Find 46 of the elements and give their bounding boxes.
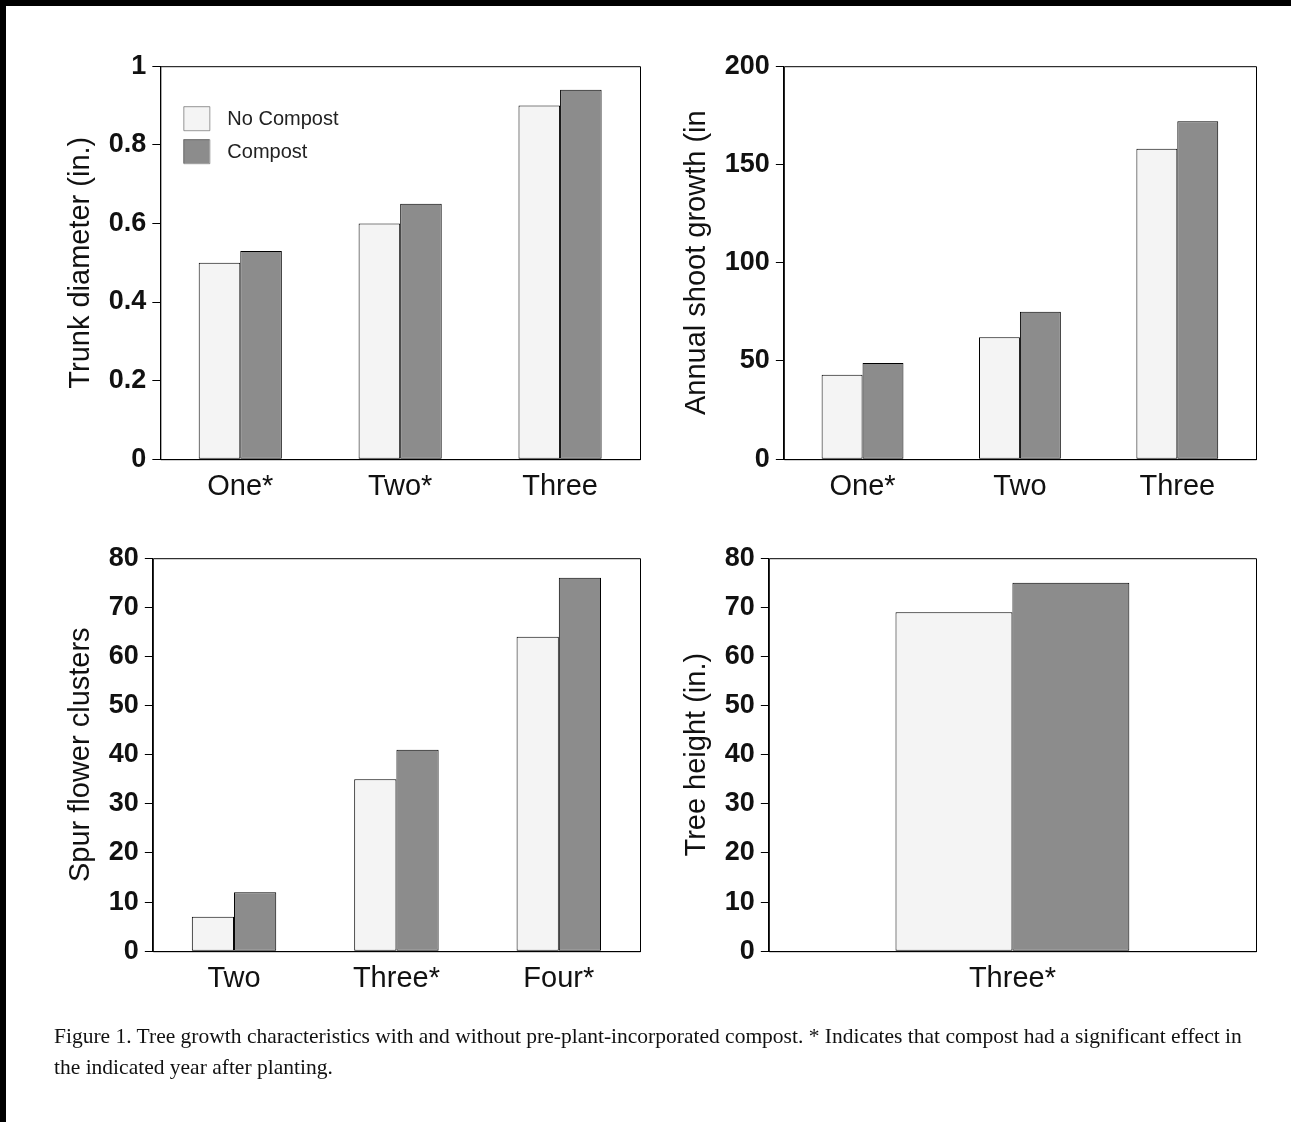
y-tick-label: 30 — [108, 787, 139, 818]
y-tick-label: 50 — [724, 689, 755, 720]
caption: Figure 1. Tree growth characteristics with and without pre-plant-incorporated compost. * Indicates that compost had a significant effect in the indicated year after planting. — [54, 1023, 1243, 1081]
y-tick-label: 80 — [108, 541, 139, 572]
y-tick-label: 50 — [739, 344, 770, 375]
y-tick-label: 1 — [131, 49, 147, 80]
y-axis-title: Annual shoot growth (in — [679, 110, 712, 416]
x-tick-label: Three* — [352, 960, 440, 993]
y-tick-label: 20 — [108, 836, 139, 867]
y-tick-label: 80 — [724, 541, 755, 572]
y-tick-label: 10 — [108, 885, 139, 916]
y-tick-label: 50 — [108, 689, 139, 720]
y-tick-label: 30 — [724, 787, 755, 818]
x-tick-label: One* — [207, 468, 274, 501]
y-tick-label: 40 — [724, 738, 755, 769]
y-tick-label: 0 — [739, 934, 755, 965]
y-tick-label: 60 — [108, 639, 139, 670]
y-tick-label: 0 — [754, 442, 770, 473]
x-tick-label: Two — [207, 960, 261, 993]
x-tick-label: Four* — [523, 960, 595, 993]
x-tick-label: Two* — [367, 468, 433, 501]
y-tick-label: 0.8 — [108, 128, 147, 159]
y-tick-label: 200 — [724, 49, 770, 80]
y-tick-label: 70 — [108, 590, 139, 621]
legend-label: Compost — [227, 139, 308, 162]
y-tick-label: 150 — [724, 147, 770, 178]
x-tick-label: Three — [522, 468, 598, 501]
y-tick-label: 40 — [108, 738, 139, 769]
y-tick-label: 0 — [123, 934, 139, 965]
y-tick-label: 0.2 — [108, 364, 147, 395]
y-tick-label: 0.6 — [108, 206, 147, 237]
x-tick-label: Three — [1139, 468, 1216, 501]
legend-label: No Compost — [227, 106, 339, 129]
y-tick-label: 70 — [724, 590, 755, 621]
y-tick-label: 0 — [131, 442, 147, 473]
y-tick-label: 60 — [724, 639, 755, 670]
y-tick-label: 100 — [724, 246, 770, 277]
y-axis-title: Trunk diameter (in.) — [63, 136, 96, 389]
x-tick-label: Two — [993, 468, 1047, 501]
x-tick-label: One* — [829, 468, 896, 501]
x-tick-label: Three* — [968, 960, 1056, 993]
y-tick-label: 0.4 — [108, 285, 147, 316]
y-tick-label: 20 — [724, 836, 755, 867]
y-tick-label: 10 — [724, 885, 755, 916]
y-axis-title: Tree height (in.) — [679, 652, 712, 857]
y-axis-title: Spur flower clusters — [63, 627, 96, 883]
